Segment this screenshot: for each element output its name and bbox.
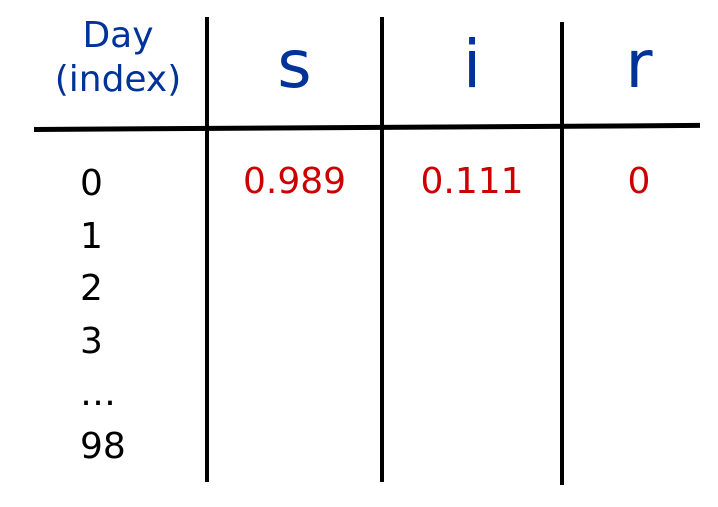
day-column-header: Day (index): [34, 14, 202, 102]
day-index-98: 98: [80, 425, 126, 467]
day-index-2: 2: [80, 268, 103, 309]
r-column-header: r: [625, 26, 653, 103]
column-divider-2: [380, 17, 384, 482]
day-header-line-1: Day: [82, 15, 154, 56]
column-divider-3: [560, 22, 564, 485]
day-index-list: 0 1 2 3 … 98: [80, 158, 126, 473]
header-rule: [33, 122, 701, 132]
day-index-ellipsis: …: [80, 373, 116, 414]
day-index-3: 3: [80, 320, 103, 362]
day-index-0: 0: [80, 163, 103, 204]
r-value-day-0: 0: [627, 161, 651, 202]
day-header-line-2: (index): [54, 59, 182, 100]
i-column-header: i: [462, 26, 482, 103]
column-divider-1: [205, 17, 209, 482]
day-index-1: 1: [80, 215, 103, 257]
s-value-day-0: 0.989: [242, 161, 347, 202]
i-value-day-0: 0.111: [420, 161, 524, 202]
s-column-header: s: [277, 26, 312, 103]
